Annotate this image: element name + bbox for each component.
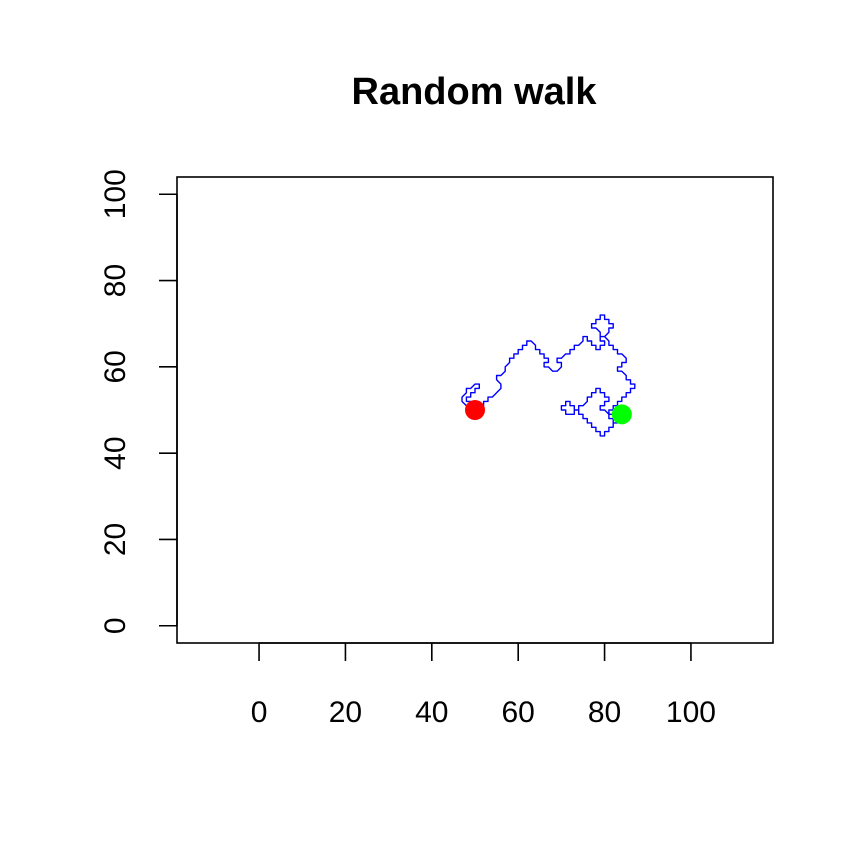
y-tick-label: 40 [99,436,132,469]
x-tick-label: 100 [666,696,716,729]
x-tick-label: 80 [588,696,621,729]
y-tick-label: 100 [99,169,132,219]
y-tick-label: 80 [99,264,132,297]
x-tick-label: 0 [251,696,268,729]
x-tick-label: 60 [502,696,535,729]
y-tick-label: 0 [99,617,132,634]
x-axis: 0 20 40 60 80 100 [251,642,716,729]
x-tick-label: 40 [415,696,448,729]
end-point-marker [611,404,632,425]
x-tick-label: 20 [329,696,362,729]
y-tick-label: 60 [99,350,132,383]
y-axis: 0 20 40 60 80 100 [99,169,178,634]
plot-area [461,314,636,437]
y-tick-label: 20 [99,523,132,556]
start-point-marker [465,400,485,420]
walk-path-line [461,314,636,437]
chart-title: Random walk [352,71,598,113]
